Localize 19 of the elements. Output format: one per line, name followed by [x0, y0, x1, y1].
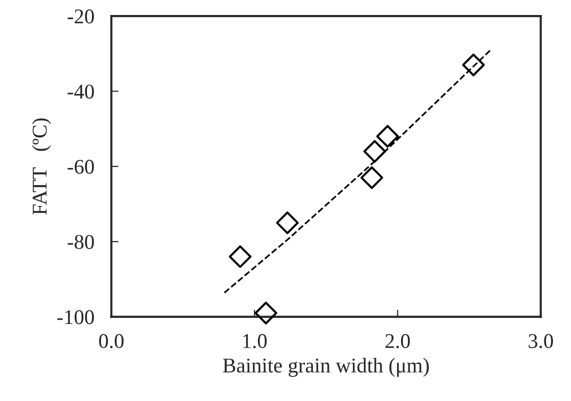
point: [376, 124, 399, 148]
point: [276, 211, 299, 234]
x-tick-label: 3.0: [528, 334, 553, 348]
y-tick-label: -100: [57, 310, 94, 324]
x-tick-label: 1.0: [243, 334, 267, 348]
y-tick-label: -60: [68, 160, 94, 174]
y-tick-label: -80: [68, 234, 94, 250]
point: [462, 54, 485, 76]
x-tick-label: 0.0: [99, 334, 124, 348]
point: [363, 140, 386, 163]
point: [360, 166, 384, 190]
x-axis-title: Bainite grain width (μm): [222, 358, 429, 377]
point: [254, 302, 278, 324]
x-tick-label: 2.0: [386, 334, 410, 348]
y-tick-label: -20: [68, 9, 94, 24]
line-series: [224, 49, 492, 294]
y-tick-label: -40: [68, 84, 94, 99]
y-axis-title: FATT (ºC): [32, 118, 51, 215]
point: [228, 245, 252, 268]
